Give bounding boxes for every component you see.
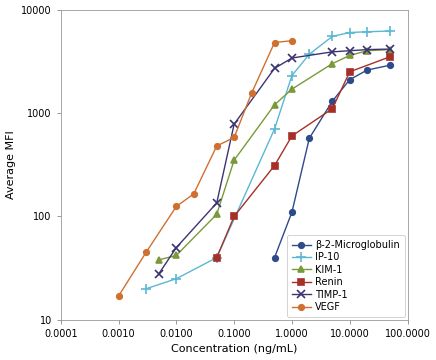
Renin <box>347 70 352 74</box>
KIM-1 <box>232 158 237 162</box>
Line: IP-10: IP-10 <box>141 26 395 294</box>
β-2-Microglobulin <box>290 210 295 214</box>
KIM-1 <box>272 103 277 107</box>
TIMP-1 <box>330 50 335 54</box>
X-axis label: Concentration (ng/mL): Concentration (ng/mL) <box>171 345 297 355</box>
IP-10 <box>272 127 277 131</box>
IP-10 <box>143 287 149 291</box>
TIMP-1 <box>232 122 237 126</box>
IP-10 <box>364 30 370 34</box>
Line: TIMP-1: TIMP-1 <box>155 45 394 278</box>
KIM-1 <box>174 253 179 257</box>
VEGF <box>290 39 295 43</box>
KIM-1 <box>364 49 370 53</box>
TIMP-1 <box>364 48 370 52</box>
KIM-1 <box>347 53 352 58</box>
Renin <box>214 256 219 260</box>
VEGF <box>249 91 254 95</box>
IP-10 <box>174 276 179 281</box>
Legend: β-2-Microglobulin, IP-10, KIM-1, Renin, TIMP-1, VEGF: β-2-Microglobulin, IP-10, KIM-1, Renin, … <box>287 235 405 317</box>
Line: β-2-Microglobulin: β-2-Microglobulin <box>272 62 393 260</box>
TIMP-1 <box>290 56 295 60</box>
β-2-Microglobulin <box>347 77 352 82</box>
VEGF <box>272 40 277 45</box>
IP-10 <box>214 256 219 260</box>
Renin <box>388 55 393 59</box>
Line: VEGF: VEGF <box>116 38 295 299</box>
IP-10 <box>330 34 335 39</box>
VEGF <box>191 192 196 196</box>
KIM-1 <box>330 62 335 66</box>
β-2-Microglobulin <box>272 256 277 260</box>
VEGF <box>174 204 179 208</box>
IP-10 <box>388 29 393 33</box>
IP-10 <box>347 30 352 35</box>
TIMP-1 <box>388 47 393 51</box>
β-2-Microglobulin <box>330 99 335 103</box>
TIMP-1 <box>157 271 162 276</box>
TIMP-1 <box>174 246 179 250</box>
VEGF <box>143 250 149 255</box>
IP-10 <box>290 73 295 78</box>
VEGF <box>116 294 121 298</box>
β-2-Microglobulin <box>388 63 393 67</box>
Renin <box>290 134 295 138</box>
TIMP-1 <box>272 66 277 71</box>
KIM-1 <box>157 258 162 262</box>
β-2-Microglobulin <box>364 68 370 72</box>
β-2-Microglobulin <box>307 136 312 140</box>
Line: KIM-1: KIM-1 <box>156 46 394 264</box>
VEGF <box>232 135 237 140</box>
IP-10 <box>307 52 312 57</box>
Renin <box>232 214 237 219</box>
TIMP-1 <box>347 49 352 53</box>
TIMP-1 <box>214 201 219 205</box>
KIM-1 <box>214 212 219 216</box>
Renin <box>330 107 335 111</box>
Renin <box>272 163 277 168</box>
KIM-1 <box>388 48 393 52</box>
Y-axis label: Average MFI: Average MFI <box>6 130 16 199</box>
KIM-1 <box>290 87 295 91</box>
Line: Renin: Renin <box>214 54 393 260</box>
VEGF <box>214 144 219 148</box>
